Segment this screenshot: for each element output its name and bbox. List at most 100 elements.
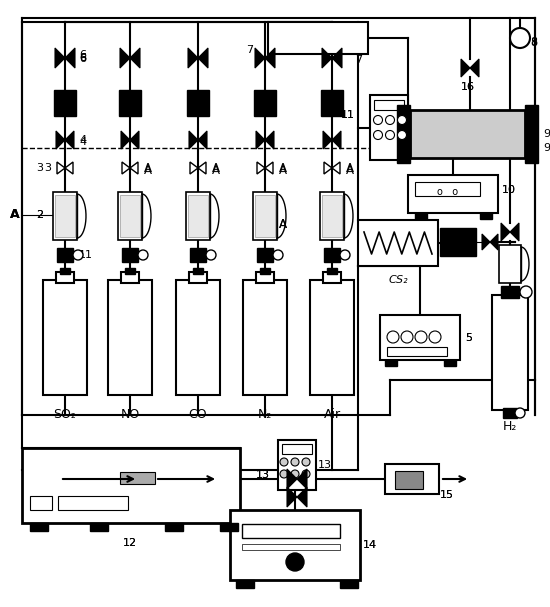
Text: A: A — [212, 161, 220, 174]
Bar — [165, 523, 183, 531]
Bar — [254, 90, 276, 116]
Text: 13: 13 — [256, 470, 270, 480]
Bar — [176, 280, 220, 395]
Text: 8: 8 — [530, 37, 537, 47]
Bar — [60, 268, 70, 274]
Bar — [322, 195, 342, 237]
Circle shape — [291, 470, 299, 478]
Bar — [22, 448, 240, 523]
Polygon shape — [198, 162, 206, 174]
Polygon shape — [297, 487, 307, 507]
Polygon shape — [65, 131, 74, 149]
Text: 6: 6 — [79, 54, 86, 64]
Text: A: A — [10, 208, 20, 222]
Circle shape — [286, 553, 304, 571]
Bar — [492, 295, 528, 410]
Bar — [56, 272, 74, 283]
Polygon shape — [121, 131, 130, 149]
Text: Air: Air — [323, 408, 340, 421]
Text: A: A — [212, 163, 220, 177]
Text: N₂: N₂ — [258, 408, 272, 421]
Text: 2: 2 — [36, 210, 43, 220]
Polygon shape — [188, 48, 198, 68]
Circle shape — [387, 331, 399, 343]
Text: 12: 12 — [123, 538, 137, 548]
Bar — [321, 90, 343, 116]
Bar — [499, 245, 521, 283]
Text: 1: 1 — [85, 250, 92, 260]
Text: 8: 8 — [530, 38, 537, 48]
Bar — [55, 195, 75, 237]
Bar — [190, 248, 206, 262]
Circle shape — [401, 331, 413, 343]
Polygon shape — [130, 131, 139, 149]
Polygon shape — [265, 131, 274, 149]
Polygon shape — [297, 469, 307, 489]
Polygon shape — [482, 234, 490, 250]
Bar — [125, 268, 135, 274]
Circle shape — [386, 115, 394, 124]
Bar — [120, 195, 140, 237]
Bar — [385, 464, 439, 494]
Bar — [54, 90, 76, 116]
Polygon shape — [65, 48, 75, 68]
Polygon shape — [198, 48, 208, 68]
Bar — [323, 272, 341, 283]
Bar — [268, 22, 368, 54]
Circle shape — [520, 286, 532, 298]
Circle shape — [273, 250, 283, 260]
Text: 10: 10 — [502, 185, 516, 195]
Text: 15: 15 — [440, 490, 454, 500]
Text: 12: 12 — [123, 538, 137, 548]
Circle shape — [415, 331, 427, 343]
Circle shape — [373, 115, 382, 124]
Circle shape — [429, 331, 441, 343]
Bar — [320, 192, 344, 240]
Text: 6: 6 — [79, 50, 86, 60]
Polygon shape — [55, 48, 65, 68]
Circle shape — [510, 28, 530, 48]
Bar — [440, 228, 476, 256]
Bar — [374, 100, 404, 110]
Text: 1: 1 — [79, 250, 86, 260]
Text: 10: 10 — [502, 185, 516, 195]
Bar — [501, 286, 519, 298]
Polygon shape — [257, 162, 265, 174]
Bar — [415, 182, 480, 196]
Bar — [410, 110, 525, 158]
Text: 4: 4 — [79, 137, 86, 147]
Bar — [395, 471, 423, 489]
Bar — [408, 175, 498, 213]
Text: 7: 7 — [246, 45, 253, 55]
Text: 6: 6 — [79, 53, 86, 63]
Polygon shape — [130, 48, 140, 68]
Bar — [256, 272, 274, 283]
Bar — [118, 192, 142, 240]
Circle shape — [515, 408, 525, 418]
Circle shape — [138, 250, 148, 260]
Circle shape — [398, 131, 406, 140]
Text: 5: 5 — [465, 333, 472, 343]
Bar — [220, 523, 238, 531]
Text: 16: 16 — [461, 82, 475, 92]
Text: 9: 9 — [543, 129, 550, 139]
Text: 6: 6 — [79, 53, 86, 63]
Bar — [193, 268, 203, 274]
Polygon shape — [332, 131, 341, 149]
Bar — [189, 272, 207, 283]
Bar — [340, 580, 358, 588]
Text: 11: 11 — [341, 110, 355, 120]
Bar — [242, 524, 340, 538]
Text: H₂: H₂ — [503, 420, 517, 433]
Polygon shape — [287, 469, 297, 489]
Circle shape — [398, 115, 406, 124]
Polygon shape — [65, 162, 73, 174]
Text: A: A — [346, 163, 354, 177]
Bar — [415, 213, 427, 219]
Bar — [255, 195, 275, 237]
Bar — [324, 248, 340, 262]
Bar — [90, 523, 108, 531]
Polygon shape — [510, 223, 519, 241]
Circle shape — [73, 250, 83, 260]
Polygon shape — [332, 162, 340, 174]
